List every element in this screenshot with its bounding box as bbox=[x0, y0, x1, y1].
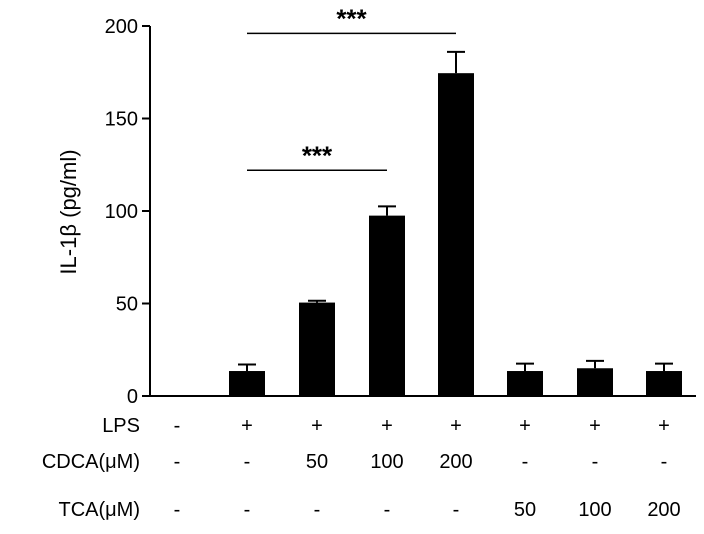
condition-table: LPS - + + + + + + + CDCA(μM) - - 50 100 200 - - - TCA(μM) -… bbox=[42, 415, 681, 521]
bar bbox=[438, 73, 474, 397]
condition-cell: + bbox=[381, 415, 393, 437]
condition-cell: 50 bbox=[514, 499, 536, 521]
condition-cell: - bbox=[244, 451, 251, 473]
bar bbox=[369, 215, 405, 396]
condition-cell: 200 bbox=[439, 451, 472, 473]
bar bbox=[229, 371, 265, 396]
condition-cell: + bbox=[241, 415, 253, 437]
y-axis-label: IL-1β (pg/ml) bbox=[56, 149, 81, 274]
significance-label: *** bbox=[302, 140, 333, 170]
condition-cell: - bbox=[174, 451, 181, 473]
condition-cell: - bbox=[314, 499, 321, 521]
condition-cell: 50 bbox=[306, 451, 328, 473]
condition-cell: - bbox=[174, 415, 181, 437]
condition-row-label: CDCA(μM) bbox=[42, 451, 140, 473]
y-tick-label: 0 bbox=[127, 386, 138, 408]
condition-cell: - bbox=[592, 451, 599, 473]
y-tick-label: 50 bbox=[116, 294, 138, 316]
condition-cell: - bbox=[661, 451, 668, 473]
y-tick-label: 150 bbox=[105, 109, 138, 131]
condition-cell: + bbox=[311, 415, 323, 437]
bar bbox=[577, 368, 613, 396]
condition-cell: - bbox=[522, 451, 529, 473]
condition-cell: + bbox=[658, 415, 670, 437]
y-tick-label: 100 bbox=[105, 201, 138, 223]
significance-label: *** bbox=[336, 3, 367, 33]
condition-cell: - bbox=[174, 499, 181, 521]
condition-cell: - bbox=[453, 499, 460, 521]
bars bbox=[168, 50, 682, 397]
condition-cell: 100 bbox=[578, 499, 611, 521]
condition-row-label: TCA(μM) bbox=[58, 499, 140, 521]
condition-cell: + bbox=[519, 415, 531, 437]
bar bbox=[299, 302, 335, 396]
condition-cell: 200 bbox=[647, 499, 680, 521]
condition-cell: + bbox=[589, 415, 601, 437]
condition-cell: - bbox=[384, 499, 391, 521]
condition-cell: 100 bbox=[370, 451, 403, 473]
bar bbox=[646, 371, 682, 396]
condition-cell: + bbox=[450, 415, 462, 437]
condition-row-label: LPS bbox=[102, 415, 140, 437]
condition-cell: - bbox=[244, 499, 251, 521]
y-tick-label: 200 bbox=[105, 16, 138, 38]
significance-annotations: *** *** bbox=[247, 3, 456, 172]
bar bbox=[507, 371, 543, 396]
